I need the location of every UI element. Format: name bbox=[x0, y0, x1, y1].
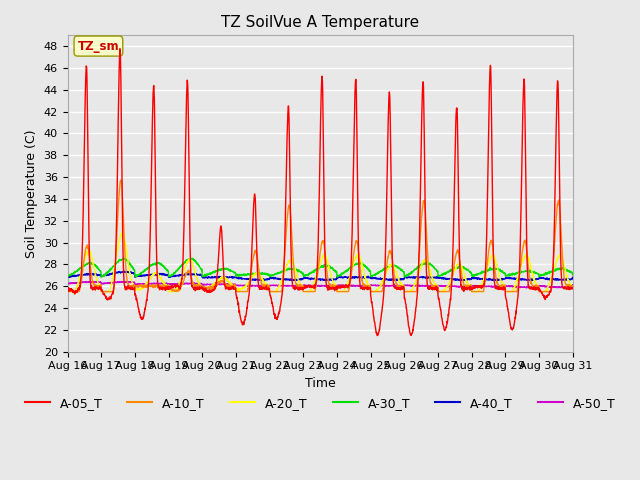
A-10_T bbox=[117, 177, 125, 183]
A-20_T bbox=[346, 276, 353, 281]
A-30_T bbox=[187, 255, 195, 261]
Title: TZ SoilVue A Temperature: TZ SoilVue A Temperature bbox=[221, 15, 419, 30]
A-05_T bbox=[467, 286, 475, 292]
A-40_T bbox=[538, 275, 546, 281]
A-20_T bbox=[335, 288, 342, 294]
A-10_T bbox=[524, 262, 532, 267]
A-10_T bbox=[205, 285, 212, 291]
A-30_T bbox=[569, 272, 577, 278]
A-05_T bbox=[373, 333, 381, 338]
A-50_T bbox=[467, 284, 474, 289]
A-30_T bbox=[335, 273, 342, 279]
A-05_T bbox=[569, 285, 577, 291]
A-50_T bbox=[346, 283, 353, 288]
A-20_T bbox=[205, 284, 212, 290]
Text: TZ_sm: TZ_sm bbox=[77, 39, 119, 53]
A-40_T bbox=[346, 274, 353, 280]
A-50_T bbox=[523, 285, 531, 291]
A-20_T bbox=[538, 288, 546, 294]
A-30_T bbox=[63, 274, 71, 279]
Line: A-50_T: A-50_T bbox=[67, 281, 573, 288]
A-10_T bbox=[538, 288, 546, 294]
A-30_T bbox=[467, 270, 475, 276]
A-05_T bbox=[205, 289, 212, 295]
A-30_T bbox=[205, 271, 212, 277]
A-20_T bbox=[524, 254, 532, 260]
X-axis label: Time: Time bbox=[305, 377, 335, 390]
A-10_T bbox=[467, 282, 474, 288]
A-10_T bbox=[346, 285, 353, 290]
A-40_T bbox=[205, 275, 212, 280]
A-10_T bbox=[335, 288, 342, 294]
A-20_T bbox=[467, 284, 474, 289]
A-40_T bbox=[288, 277, 296, 283]
A-50_T bbox=[118, 278, 125, 284]
Y-axis label: Soil Temperature (C): Soil Temperature (C) bbox=[25, 129, 38, 258]
A-50_T bbox=[569, 282, 577, 288]
A-50_T bbox=[335, 282, 342, 288]
Line: A-40_T: A-40_T bbox=[67, 271, 573, 280]
A-40_T bbox=[569, 275, 577, 280]
Line: A-30_T: A-30_T bbox=[67, 258, 573, 277]
A-05_T bbox=[116, 46, 124, 52]
A-10_T bbox=[569, 283, 577, 289]
A-05_T bbox=[538, 290, 546, 296]
A-20_T bbox=[569, 285, 577, 290]
A-40_T bbox=[121, 268, 129, 274]
A-50_T bbox=[205, 281, 212, 287]
A-50_T bbox=[524, 285, 532, 290]
A-20_T bbox=[63, 288, 71, 294]
Line: A-10_T: A-10_T bbox=[67, 180, 573, 291]
A-50_T bbox=[538, 284, 546, 289]
A-30_T bbox=[524, 268, 532, 274]
A-05_T bbox=[335, 285, 342, 290]
A-40_T bbox=[524, 276, 532, 282]
A-40_T bbox=[335, 275, 342, 280]
A-20_T bbox=[118, 229, 126, 235]
A-40_T bbox=[467, 276, 475, 282]
A-30_T bbox=[97, 274, 105, 280]
A-05_T bbox=[346, 283, 353, 288]
A-40_T bbox=[63, 274, 71, 279]
A-50_T bbox=[63, 281, 71, 287]
Legend: A-05_T, A-10_T, A-20_T, A-30_T, A-40_T, A-50_T: A-05_T, A-10_T, A-20_T, A-30_T, A-40_T, … bbox=[19, 392, 621, 415]
Line: A-05_T: A-05_T bbox=[67, 49, 573, 336]
A-05_T bbox=[524, 283, 532, 288]
A-30_T bbox=[346, 265, 353, 271]
Line: A-20_T: A-20_T bbox=[67, 232, 573, 291]
A-30_T bbox=[538, 272, 546, 278]
A-10_T bbox=[63, 288, 71, 294]
A-05_T bbox=[63, 287, 71, 293]
